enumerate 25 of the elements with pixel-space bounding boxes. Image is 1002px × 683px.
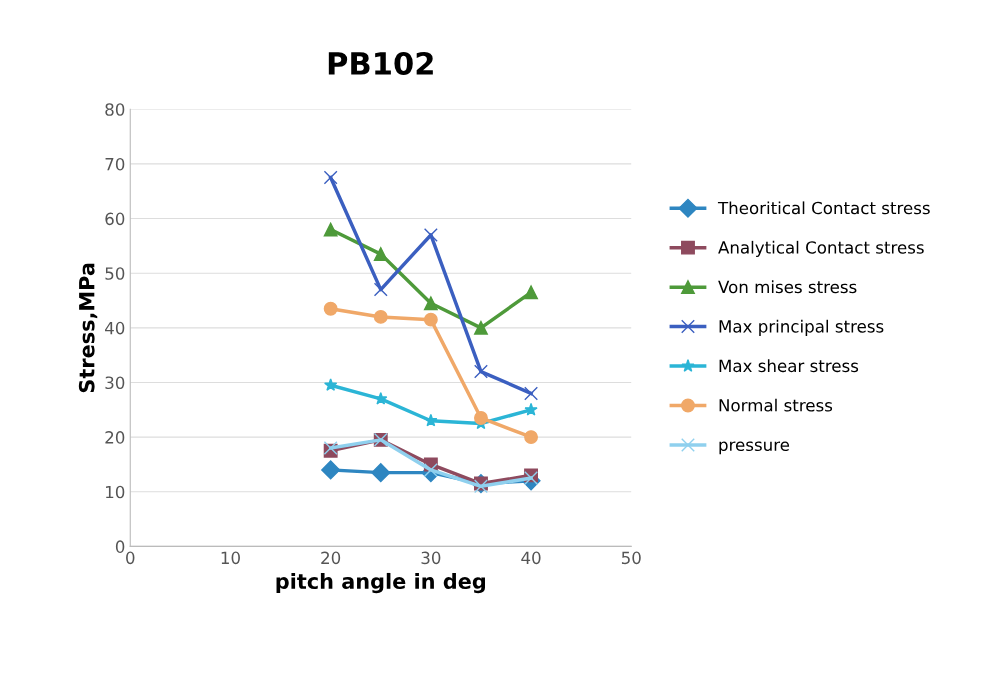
legend-label: Analytical Contact stress <box>718 240 924 257</box>
legend-label: pressure <box>719 441 790 455</box>
y-tick-label: 60 <box>105 212 125 226</box>
y-tick-label: 10 <box>106 485 125 499</box>
legend-label: Theoritical Contact stress <box>717 201 930 215</box>
x-axis-title: pitch angle in deg <box>276 572 485 594</box>
legend-label: Von mises stress <box>718 280 857 294</box>
y-tick-label: 40 <box>105 321 125 335</box>
x-tick-label: 30 <box>421 551 441 565</box>
chart-title: PB102 <box>328 51 433 75</box>
y-tick-label: 30 <box>105 376 125 390</box>
x-tick-label: 50 <box>621 551 641 565</box>
x-tick-label: 40 <box>521 551 541 565</box>
legend-label: Max shear stress <box>719 359 859 373</box>
y-tick-label: 80 <box>105 103 125 116</box>
legend-label: Normal stress <box>719 398 833 412</box>
y-tick-label: 0 <box>115 540 125 553</box>
y-tick-label: 20 <box>105 431 125 444</box>
y-tick-label: 70 <box>105 157 125 171</box>
legend-label: Max principal stress <box>719 319 884 336</box>
x-tick-label: 0 <box>126 551 135 565</box>
y-axis-title: Stress,MPa <box>78 263 98 393</box>
x-tick-label: 20 <box>321 551 341 565</box>
x-tick-label: 10 <box>221 551 240 565</box>
y-tick-label: 50 <box>105 267 125 280</box>
